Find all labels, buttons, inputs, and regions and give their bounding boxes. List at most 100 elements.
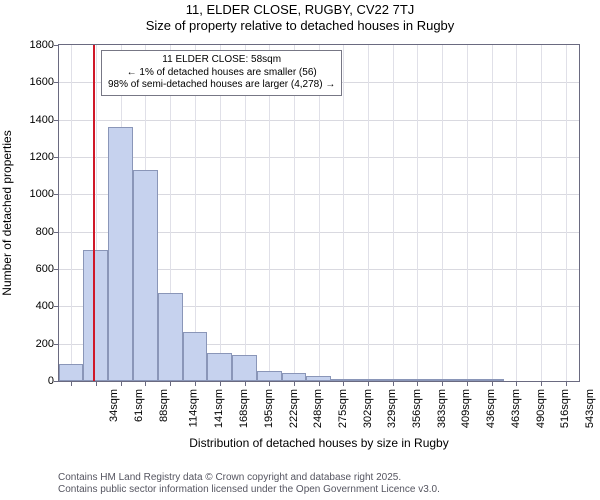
x-tick-label: 222sqm (288, 389, 300, 428)
histogram-bar (83, 250, 108, 381)
x-tick-mark (368, 381, 369, 386)
chart-container: 11, ELDER CLOSE, RUGBY, CV22 7TJ Size of… (0, 0, 600, 500)
histogram-bar (430, 379, 454, 381)
x-tick-mark (492, 381, 493, 386)
y-tick-label: 0 (10, 375, 54, 387)
histogram-bar (183, 332, 207, 381)
histogram-bar (232, 355, 257, 381)
histogram-bar (355, 379, 380, 381)
x-tick-mark (516, 381, 517, 386)
y-tick-mark (54, 45, 59, 46)
x-tick-mark (442, 381, 443, 386)
x-tick-mark (96, 381, 97, 386)
x-tick-mark (294, 381, 295, 386)
title-line-2: Size of property relative to detached ho… (0, 18, 600, 34)
title-block: 11, ELDER CLOSE, RUGBY, CV22 7TJ Size of… (0, 0, 600, 35)
x-tick-label: 275sqm (337, 389, 349, 428)
annotation-line-2: ← 1% of detached houses are smaller (56) (108, 67, 335, 80)
histogram-bar (306, 376, 331, 381)
annotation-line-1: 11 ELDER CLOSE: 58sqm (108, 54, 335, 67)
y-tick-mark (54, 194, 59, 195)
x-tick-mark (541, 381, 542, 386)
footer-line-2: Contains public sector information licen… (58, 484, 440, 496)
histogram-bar (108, 127, 133, 381)
histogram-bar (59, 364, 83, 381)
footer-line-1: Contains HM Land Registry data © Crown c… (58, 472, 440, 484)
x-tick-label: 61sqm (133, 389, 145, 422)
y-tick-mark (54, 381, 59, 382)
x-tick-label: 34sqm (108, 389, 120, 422)
footer: Contains HM Land Registry data © Crown c… (58, 472, 440, 496)
y-tick-label: 400 (10, 300, 54, 312)
x-tick-label: 516sqm (559, 389, 571, 428)
plot-area: 11 ELDER CLOSE: 58sqm ← 1% of detached h… (58, 44, 580, 382)
gridline-v (343, 45, 344, 381)
x-tick-label: 141sqm (213, 389, 225, 428)
title-line-1: 11, ELDER CLOSE, RUGBY, CV22 7TJ (0, 2, 600, 18)
histogram-bar (405, 379, 430, 381)
x-tick-label: 114sqm (187, 389, 199, 427)
y-tick-label: 1400 (10, 114, 54, 126)
x-tick-label: 195sqm (263, 389, 275, 428)
y-tick-mark (54, 344, 59, 345)
x-tick-label: 436sqm (485, 389, 497, 428)
gridline-v (566, 45, 567, 381)
histogram-bar (158, 293, 183, 381)
x-axis-label: Distribution of detached houses by size … (58, 436, 580, 450)
histogram-bar (257, 371, 282, 381)
histogram-bar (331, 379, 356, 381)
x-tick-mark (393, 381, 394, 386)
y-tick-mark (54, 306, 59, 307)
x-tick-label: 463sqm (510, 389, 522, 428)
y-tick-label: 1200 (10, 151, 54, 163)
y-tick-label: 200 (10, 338, 54, 350)
x-tick-label: 302sqm (362, 389, 374, 428)
x-tick-mark (71, 381, 72, 386)
x-tick-mark (566, 381, 567, 386)
marker-line (93, 45, 95, 381)
y-tick-mark (54, 157, 59, 158)
histogram-bar (454, 379, 479, 381)
gridline-v (541, 45, 542, 381)
x-tick-mark (220, 381, 221, 386)
histogram-bar (282, 373, 306, 381)
y-tick-label: 800 (10, 226, 54, 238)
histogram-bar (380, 379, 405, 381)
annotation-box: 11 ELDER CLOSE: 58sqm ← 1% of detached h… (101, 50, 342, 96)
y-tick-mark (54, 269, 59, 270)
y-tick-label: 1800 (10, 39, 54, 51)
y-tick-mark (54, 82, 59, 83)
x-tick-mark (245, 381, 246, 386)
x-tick-mark (121, 381, 122, 386)
x-tick-mark (417, 381, 418, 386)
y-tick-mark (54, 232, 59, 233)
x-tick-mark (269, 381, 270, 386)
x-tick-label: 168sqm (238, 389, 250, 428)
x-tick-label: 248sqm (312, 389, 324, 428)
x-tick-label: 490sqm (535, 389, 547, 428)
histogram-bar (133, 170, 158, 381)
x-tick-label: 356sqm (412, 389, 424, 428)
x-tick-mark (467, 381, 468, 386)
x-tick-mark (145, 381, 146, 386)
gridline-v (516, 45, 517, 381)
x-tick-mark (319, 381, 320, 386)
gridline-v (442, 45, 443, 381)
x-tick-label: 88sqm (158, 389, 170, 422)
gridline-v (492, 45, 493, 381)
y-tick-label: 600 (10, 263, 54, 275)
y-tick-label: 1000 (10, 188, 54, 200)
x-tick-mark (343, 381, 344, 386)
histogram-bar (479, 379, 504, 381)
gridline-v (71, 45, 72, 381)
x-tick-mark (195, 381, 196, 386)
gridline-v (417, 45, 418, 381)
x-tick-label: 543sqm (584, 389, 596, 428)
gridline-v (467, 45, 468, 381)
gridline-v (393, 45, 394, 381)
gridline-v (368, 45, 369, 381)
x-tick-mark (170, 381, 171, 386)
x-tick-label: 329sqm (387, 389, 399, 428)
y-tick-label: 1600 (10, 76, 54, 88)
annotation-line-3: 98% of semi-detached houses are larger (… (108, 79, 335, 92)
